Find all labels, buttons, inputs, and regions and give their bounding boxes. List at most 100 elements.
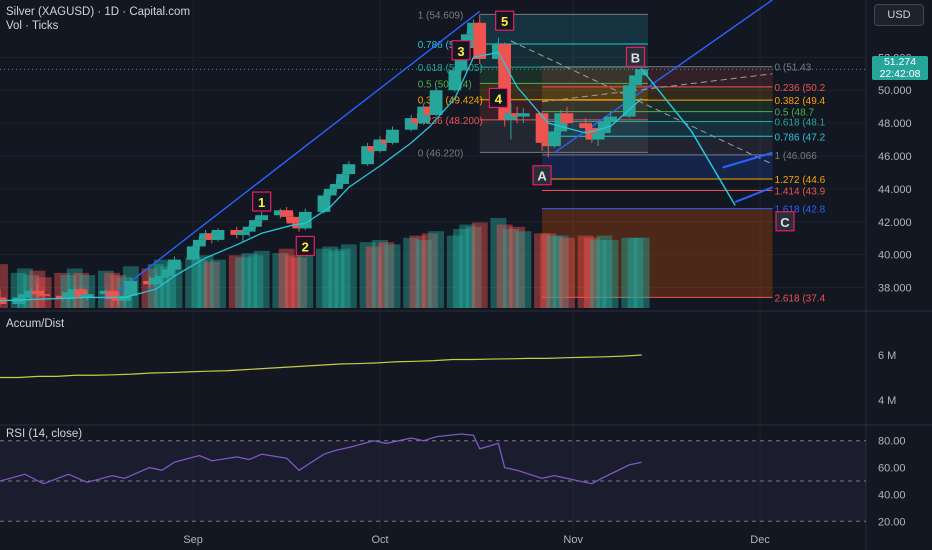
wave-label-text: 2	[302, 239, 309, 254]
candle-body	[155, 276, 169, 278]
fib-up-level-label: 0.786 (52.814)	[418, 40, 483, 51]
countdown-timer: 22:42:08	[879, 68, 921, 80]
fib-down-zone	[542, 100, 773, 112]
wave-label-text: 3	[457, 44, 464, 59]
fib-ext-level-label: 2.618 (37.4	[775, 293, 826, 304]
volume-bar	[185, 257, 202, 308]
volume-bar	[515, 231, 532, 308]
candle-body	[386, 129, 399, 143]
candle-body	[548, 131, 561, 147]
fib-down-level-label: 0 (51.43	[775, 63, 812, 74]
candle-body	[62, 292, 75, 300]
last-price-value: 51.274	[883, 56, 917, 68]
moving-average	[0, 51, 643, 302]
trendline	[734, 186, 773, 203]
candle-body	[448, 70, 462, 91]
price-tick-label: 44.000	[878, 184, 912, 196]
volume-bar	[0, 264, 8, 308]
volume-bar	[471, 222, 488, 308]
wave-label-text: 5	[501, 14, 508, 29]
last-price-badge: 51.274 22:42:08	[872, 56, 928, 80]
volume-bar	[496, 224, 513, 308]
wave-label-box	[488, 87, 509, 109]
candle-body	[12, 297, 26, 304]
volume-bar	[378, 242, 395, 308]
candle-body	[161, 269, 175, 277]
rsi-pane: 20.00 40.00 60.00 80.00	[0, 433, 906, 528]
candle-body	[80, 294, 94, 298]
rsi-line	[0, 433, 642, 485]
volume-bar	[291, 257, 307, 308]
candle-body	[124, 280, 138, 296]
volume-bar	[54, 272, 71, 308]
candle-body	[255, 215, 269, 221]
volume-bar	[334, 248, 351, 308]
price-tick-label: 42.000	[878, 217, 912, 229]
time-tick-label: Nov	[563, 534, 583, 546]
volume-bar	[596, 235, 613, 308]
channel-line	[510, 40, 773, 165]
wave-label-box	[625, 46, 646, 67]
wave-label-box	[451, 40, 471, 61]
fib-up-zone	[479, 83, 648, 100]
price-tick-label: 50.000	[878, 85, 912, 97]
fib-down-level-label: 1 (46.066	[775, 151, 818, 162]
volume-bar	[272, 253, 289, 308]
currency-button[interactable]: USD	[874, 4, 924, 26]
candle-body	[516, 113, 530, 117]
candle-body	[74, 289, 88, 298]
volume-bar	[590, 239, 607, 308]
fib-up-level-label: 0.382 (49.424)	[418, 96, 483, 107]
volume-bar	[322, 246, 339, 308]
volume-bar	[459, 224, 476, 308]
candle-body	[242, 226, 256, 232]
volume-bar	[509, 226, 526, 308]
volume-bar	[490, 218, 507, 308]
rsi-tick: 20.00	[878, 516, 906, 528]
volume-bar	[577, 235, 594, 308]
volume-bar	[384, 244, 401, 308]
price-tick-label: 38.000	[878, 283, 912, 295]
volume-bar	[365, 246, 382, 308]
fib-ext-level-label: 1.618 (42.8	[775, 205, 826, 216]
candle-body	[330, 183, 343, 189]
time-tick-label: Sep	[183, 534, 203, 546]
fib-down-level-label: 0.382 (49.4	[775, 96, 826, 107]
fib-down-level-label: 0.786 (47.2	[775, 132, 826, 143]
volume-bar	[359, 242, 376, 308]
volume-bar	[297, 250, 314, 308]
volume-bar	[540, 233, 557, 308]
candle-body	[249, 220, 262, 227]
wave-labels[interactable]: 1 2 3 4 5 A B C	[252, 10, 795, 257]
volume-bar	[328, 250, 345, 308]
candle-body	[186, 246, 200, 260]
volume-bars	[0, 218, 650, 308]
accum-dist-tick: 4 M	[878, 395, 896, 407]
candle-body	[373, 139, 387, 152]
moving-average-line	[0, 51, 643, 302]
volume-bar	[203, 261, 220, 308]
candle-body	[18, 294, 32, 298]
candle-body	[236, 231, 250, 235]
fibonacci-tools[interactable]: 1 (54.609) 0.786 (52.814) 0.618 (51.405) 0.…	[418, 10, 826, 304]
accum-dist-title: Accum/Dist	[6, 318, 65, 330]
volume-bar	[247, 255, 264, 308]
volume-bar	[552, 235, 569, 308]
candle-body	[579, 123, 592, 129]
volume-bar	[316, 248, 332, 308]
fib-up-zone	[479, 43, 648, 68]
projection-path[interactable]	[0, 68, 866, 206]
fib-down-level-label: 0.618 (48.1	[775, 117, 826, 128]
fib-ext-zone	[542, 208, 773, 298]
wave-label-text: A	[537, 169, 547, 184]
volume-bar	[428, 231, 445, 308]
candle-body	[629, 75, 642, 86]
candle-body	[604, 116, 617, 122]
candle-body	[280, 210, 293, 217]
wave-label-text: 1	[258, 195, 265, 210]
candle-body	[535, 113, 549, 143]
volume-bar	[241, 253, 258, 308]
candle-body	[336, 174, 350, 184]
rsi-tick: 80.00	[878, 436, 906, 448]
